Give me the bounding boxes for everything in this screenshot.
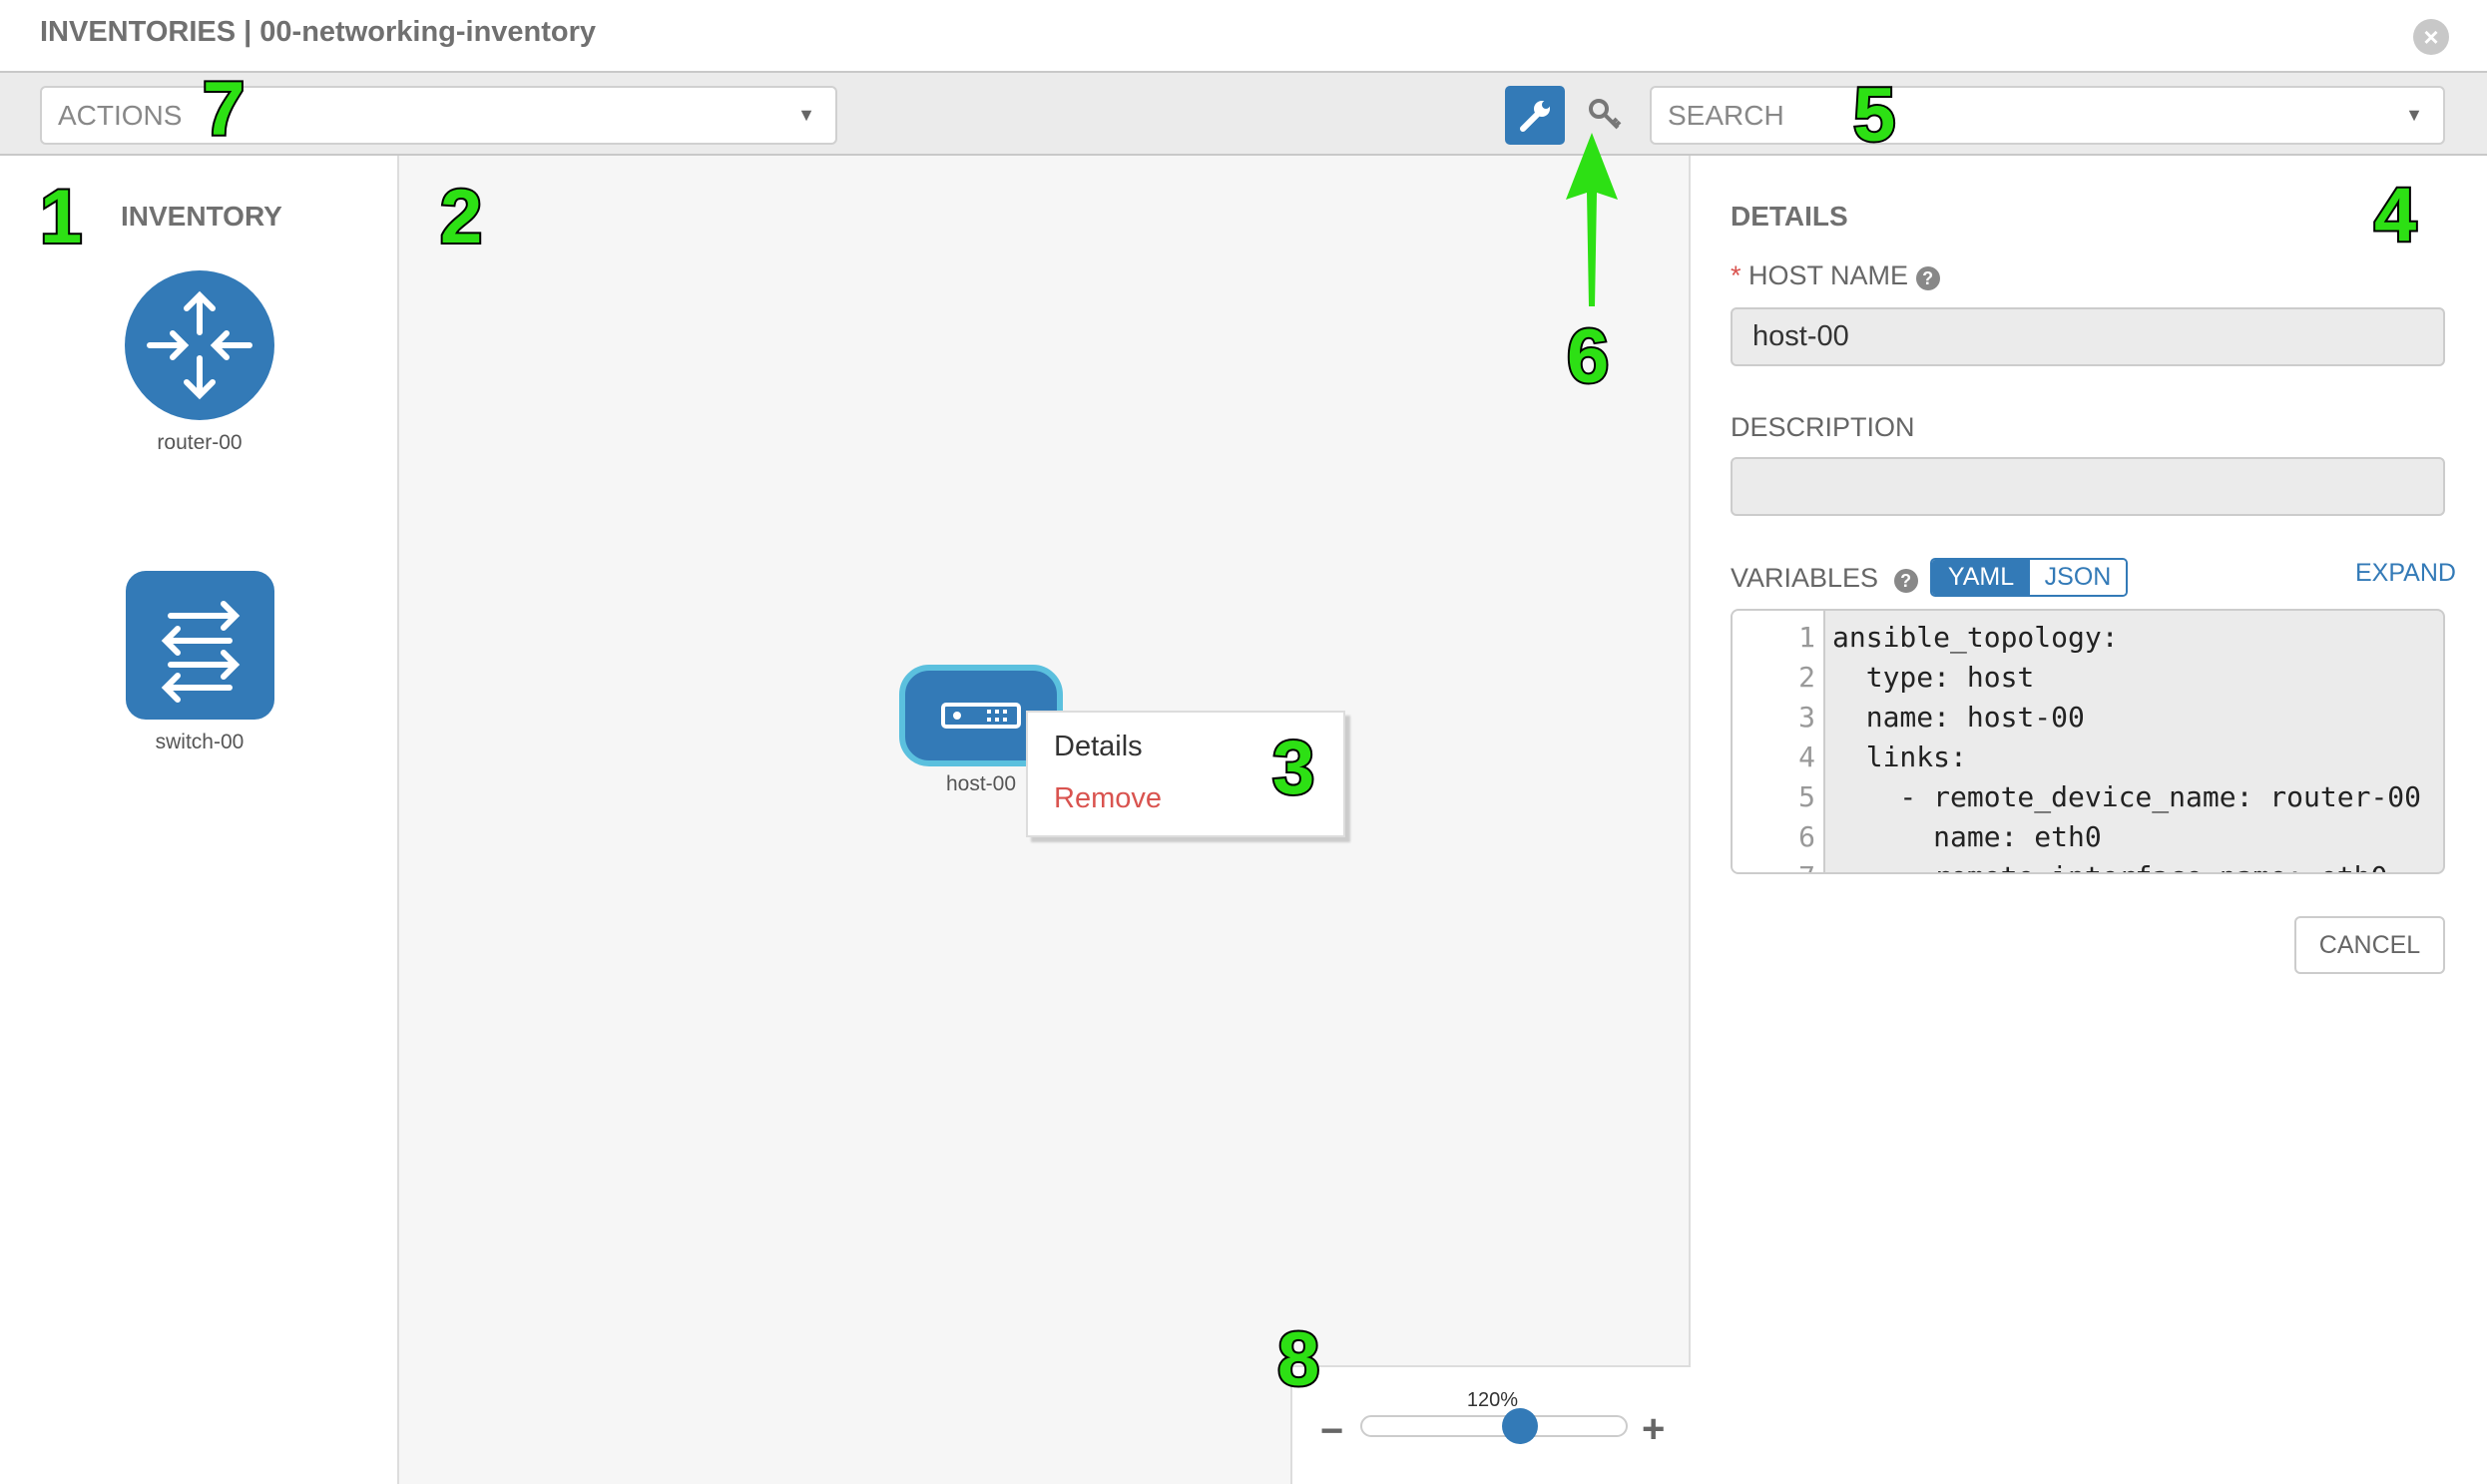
switch-label: switch-00 xyxy=(155,731,245,753)
line-gutter: 1 2 3 4 5 6 7 xyxy=(1733,611,1825,872)
help-icon[interactable]: ? xyxy=(1915,266,1940,290)
annotation-1: 1 xyxy=(38,175,84,259)
details-heading: DETAILS xyxy=(1731,201,1848,232)
toolbar: ACTIONS ▼ SEARCH ▼ xyxy=(0,73,2487,156)
line-number: 7 xyxy=(1798,860,1815,872)
chevron-down-icon: ▼ xyxy=(2405,105,2423,125)
annotation-8: 8 xyxy=(1275,1317,1321,1402)
zoom-out-button[interactable]: − xyxy=(1320,1409,1344,1453)
help-icon[interactable]: ? xyxy=(1893,569,1918,593)
inventory-item-switch[interactable] xyxy=(126,571,274,720)
format-toggle: YAML JSON xyxy=(1930,558,2128,597)
description-label: DESCRIPTION xyxy=(1731,412,1915,442)
host-name-label-text: HOST NAME xyxy=(1748,260,1909,290)
switch-icon xyxy=(161,601,241,703)
inventory-item-router[interactable] xyxy=(125,270,274,420)
zoom-widget: 120% − + xyxy=(1290,1365,1691,1484)
inventory-panel: INVENTORY router-00 switch-00 xyxy=(0,156,399,1484)
key-icon xyxy=(1589,99,1622,130)
menu-item-remove[interactable]: Remove xyxy=(1054,782,1162,814)
line-number: 5 xyxy=(1798,780,1815,813)
wrench-icon xyxy=(1520,101,1550,132)
context-menu: Details Remove xyxy=(1026,711,1345,837)
router-icon xyxy=(147,290,252,400)
close-icon[interactable]: × xyxy=(2413,19,2449,55)
host-icon xyxy=(941,703,1021,729)
annotation-arrow xyxy=(1566,133,1618,306)
search-dropdown[interactable]: SEARCH ▼ xyxy=(1650,86,2445,145)
code-line: name: host-00 xyxy=(1832,701,2085,734)
expand-link[interactable]: EXPAND xyxy=(2355,559,2456,587)
variables-label: VARIABLES ? xyxy=(1731,563,1918,594)
search-label: SEARCH xyxy=(1668,100,1784,131)
required-mark: * xyxy=(1731,260,1741,290)
zoom-slider-handle[interactable] xyxy=(1502,1408,1538,1444)
code-line: name: eth0 xyxy=(1832,820,2102,853)
zoom-level: 120% xyxy=(1466,1389,1519,1411)
title-bar: INVENTORIES | 00-networking-inventory × xyxy=(0,0,2487,73)
line-number: 3 xyxy=(1798,701,1815,734)
code-line: - remote_device_name: router-00 xyxy=(1832,780,2422,813)
actions-label: ACTIONS xyxy=(58,100,183,131)
actions-dropdown[interactable]: ACTIONS ▼ xyxy=(40,86,837,145)
json-toggle[interactable]: JSON xyxy=(2030,560,2126,595)
zoom-slider[interactable] xyxy=(1360,1415,1628,1437)
yaml-toggle[interactable]: YAML xyxy=(1932,560,2030,595)
code-line: links: xyxy=(1832,741,1967,773)
annotation-4: 4 xyxy=(2372,173,2418,257)
annotation-2: 2 xyxy=(438,175,484,259)
host-label: host-00 xyxy=(945,772,1017,795)
details-panel: DETAILS * HOST NAME ? host-00 DESCRIPTIO… xyxy=(1691,156,2487,1484)
line-number: 2 xyxy=(1798,661,1815,694)
line-number: 1 xyxy=(1798,621,1815,654)
description-input[interactable] xyxy=(1731,457,2445,516)
host-name-label: * HOST NAME ? xyxy=(1731,260,1940,291)
code-line: type: host xyxy=(1832,661,2035,694)
code-line: ansible_topology: xyxy=(1832,621,2119,654)
router-label: router-00 xyxy=(157,431,243,454)
variables-editor[interactable]: 1 2 3 4 5 6 7 ansible_topology: type: ho… xyxy=(1731,609,2445,874)
cancel-button[interactable]: CANCEL xyxy=(2294,916,2445,974)
inventory-heading: INVENTORY xyxy=(121,201,282,232)
annotation-7: 7 xyxy=(201,67,247,152)
key-button[interactable] xyxy=(1585,93,1625,138)
annotation-5: 5 xyxy=(1851,73,1897,158)
annotation-6: 6 xyxy=(1565,314,1611,399)
code-line: remote_interface_name: eth0 xyxy=(1832,860,2387,872)
topology-canvas[interactable]: host-00 Details Remove 120% − + xyxy=(399,156,1691,1484)
menu-item-details[interactable]: Details xyxy=(1054,731,1143,762)
line-number: 6 xyxy=(1798,820,1815,853)
wrench-button[interactable] xyxy=(1505,86,1565,145)
chevron-down-icon: ▼ xyxy=(797,105,815,125)
line-number: 4 xyxy=(1798,741,1815,773)
page-title: INVENTORIES | 00-networking-inventory xyxy=(40,16,597,48)
zoom-in-button[interactable]: + xyxy=(1642,1407,1666,1451)
annotation-3: 3 xyxy=(1270,726,1316,810)
host-name-input[interactable]: host-00 xyxy=(1731,307,2445,366)
variables-label-text: VARIABLES xyxy=(1731,563,1879,593)
